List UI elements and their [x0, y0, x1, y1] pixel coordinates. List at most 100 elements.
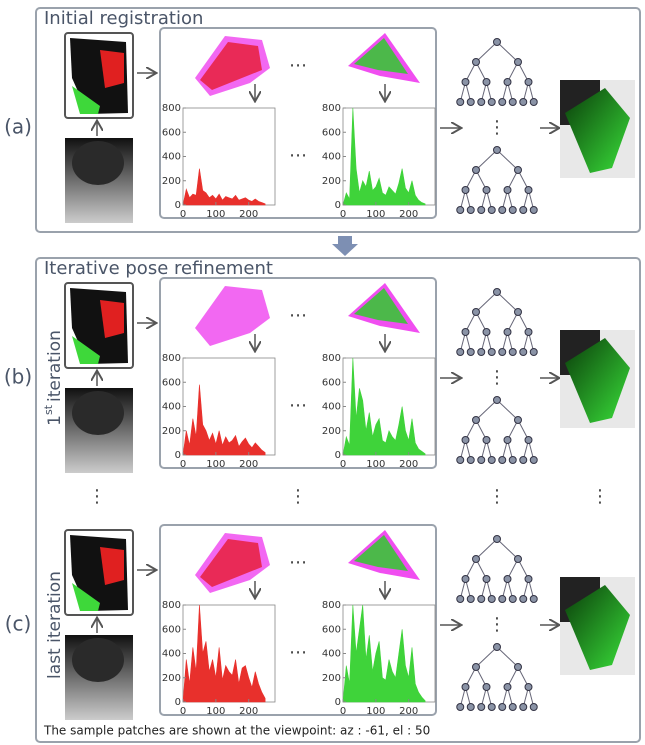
tree-node: [525, 79, 532, 86]
ellipsis: ⋯: [289, 145, 307, 166]
x-tick-label: 200: [399, 209, 418, 220]
ellipsis: ⋮: [488, 486, 506, 507]
tree-node: [525, 187, 532, 194]
tree-node: [457, 349, 464, 356]
tree-node: [457, 704, 464, 711]
x-tick-label: 0: [180, 459, 186, 470]
x-tick-label: 200: [239, 209, 258, 220]
tree-node: [467, 99, 474, 106]
x-tick-label: 100: [366, 459, 385, 470]
tree-node: [530, 596, 537, 603]
tree-node: [483, 187, 490, 194]
tree-node: [520, 704, 527, 711]
tree-node: [525, 684, 532, 691]
tree-node: [520, 207, 527, 214]
tree-node: [515, 59, 522, 66]
depth-object: [72, 391, 124, 435]
tree-node: [520, 457, 527, 464]
tree-node: [483, 437, 490, 444]
y-tick-label: 400: [162, 649, 181, 660]
tree-node: [530, 704, 537, 711]
tree-node: [488, 207, 495, 214]
y-tick-label: 800: [322, 353, 341, 364]
depth-object: [72, 141, 124, 185]
tree-node: [515, 167, 522, 174]
x-tick-label: 200: [399, 706, 418, 717]
tree-node: [483, 576, 490, 583]
tree-node: [473, 167, 480, 174]
tree-node: [509, 99, 516, 106]
tree-node: [488, 596, 495, 603]
tree-node: [504, 329, 511, 336]
tree-node: [525, 576, 532, 583]
tree-node: [504, 437, 511, 444]
tree-node: [478, 704, 485, 711]
iteration-suffix: st: [42, 404, 55, 415]
y-tick-label: 400: [162, 402, 181, 413]
row-label: (a): [4, 115, 32, 139]
tree-node: [509, 349, 516, 356]
tree-node: [525, 437, 532, 444]
tree-node: [509, 207, 516, 214]
tree-node: [483, 329, 490, 336]
figure: Initial registration Iterative pose refi…: [0, 0, 645, 745]
tree-node: [488, 704, 495, 711]
y-tick-label: 600: [162, 127, 181, 138]
y-tick-label: 800: [322, 600, 341, 611]
tree-node: [504, 576, 511, 583]
ellipsis: ⋮: [591, 486, 609, 507]
y-tick-label: 200: [322, 426, 341, 437]
tree-node: [478, 349, 485, 356]
tree-node: [494, 644, 501, 651]
ellipsis: ⋯: [289, 55, 307, 76]
y-tick-label: 200: [322, 673, 341, 684]
tree-node: [504, 684, 511, 691]
y-tick-label: 800: [162, 353, 181, 364]
y-tick-label: 200: [162, 673, 181, 684]
tree-edge: [476, 150, 497, 170]
tree-edge: [497, 647, 518, 667]
ellipsis: ⋯: [289, 552, 307, 573]
tree-edge: [476, 647, 497, 667]
tree-edge: [497, 42, 518, 62]
y-tick-label: 200: [322, 176, 341, 187]
tree-edge: [497, 539, 518, 559]
tree-node: [478, 596, 485, 603]
tree-node: [473, 556, 480, 563]
y-tick-label: 800: [322, 103, 341, 114]
tree-node: [494, 397, 501, 404]
tree-node: [530, 349, 537, 356]
x-tick-label: 100: [206, 459, 225, 470]
ellipsis: ⋯: [289, 395, 307, 416]
tree-node: [467, 349, 474, 356]
tree-node: [515, 309, 522, 316]
tree-node: [462, 437, 469, 444]
x-tick-label: 100: [206, 209, 225, 220]
tree-node: [478, 457, 485, 464]
iteration-text: last iteration: [45, 571, 65, 679]
down-arrow: [332, 236, 358, 256]
tree-node: [488, 99, 495, 106]
y-tick-label: 800: [162, 103, 181, 114]
tree-node: [499, 596, 506, 603]
tree-node: [520, 99, 527, 106]
y-tick-label: 400: [322, 152, 341, 163]
y-tick-label: 600: [322, 624, 341, 635]
tree-node: [462, 329, 469, 336]
tree-node: [462, 684, 469, 691]
x-tick-label: 0: [180, 209, 186, 220]
iteration-label: 1stiteration: [42, 330, 65, 426]
tree-node: [504, 187, 511, 194]
x-tick-label: 100: [366, 209, 385, 220]
row-label: (b): [4, 365, 32, 389]
tree-node: [520, 349, 527, 356]
iteration-text: iteration: [45, 330, 65, 402]
tree-node: [462, 187, 469, 194]
ellipsis: ⋮: [488, 117, 506, 138]
tree-node: [530, 207, 537, 214]
tree-node: [515, 664, 522, 671]
section-title: Iterative pose refinement: [44, 258, 273, 279]
y-tick-label: 400: [322, 649, 341, 660]
y-tick-label: 400: [162, 152, 181, 163]
tree-node: [494, 536, 501, 543]
